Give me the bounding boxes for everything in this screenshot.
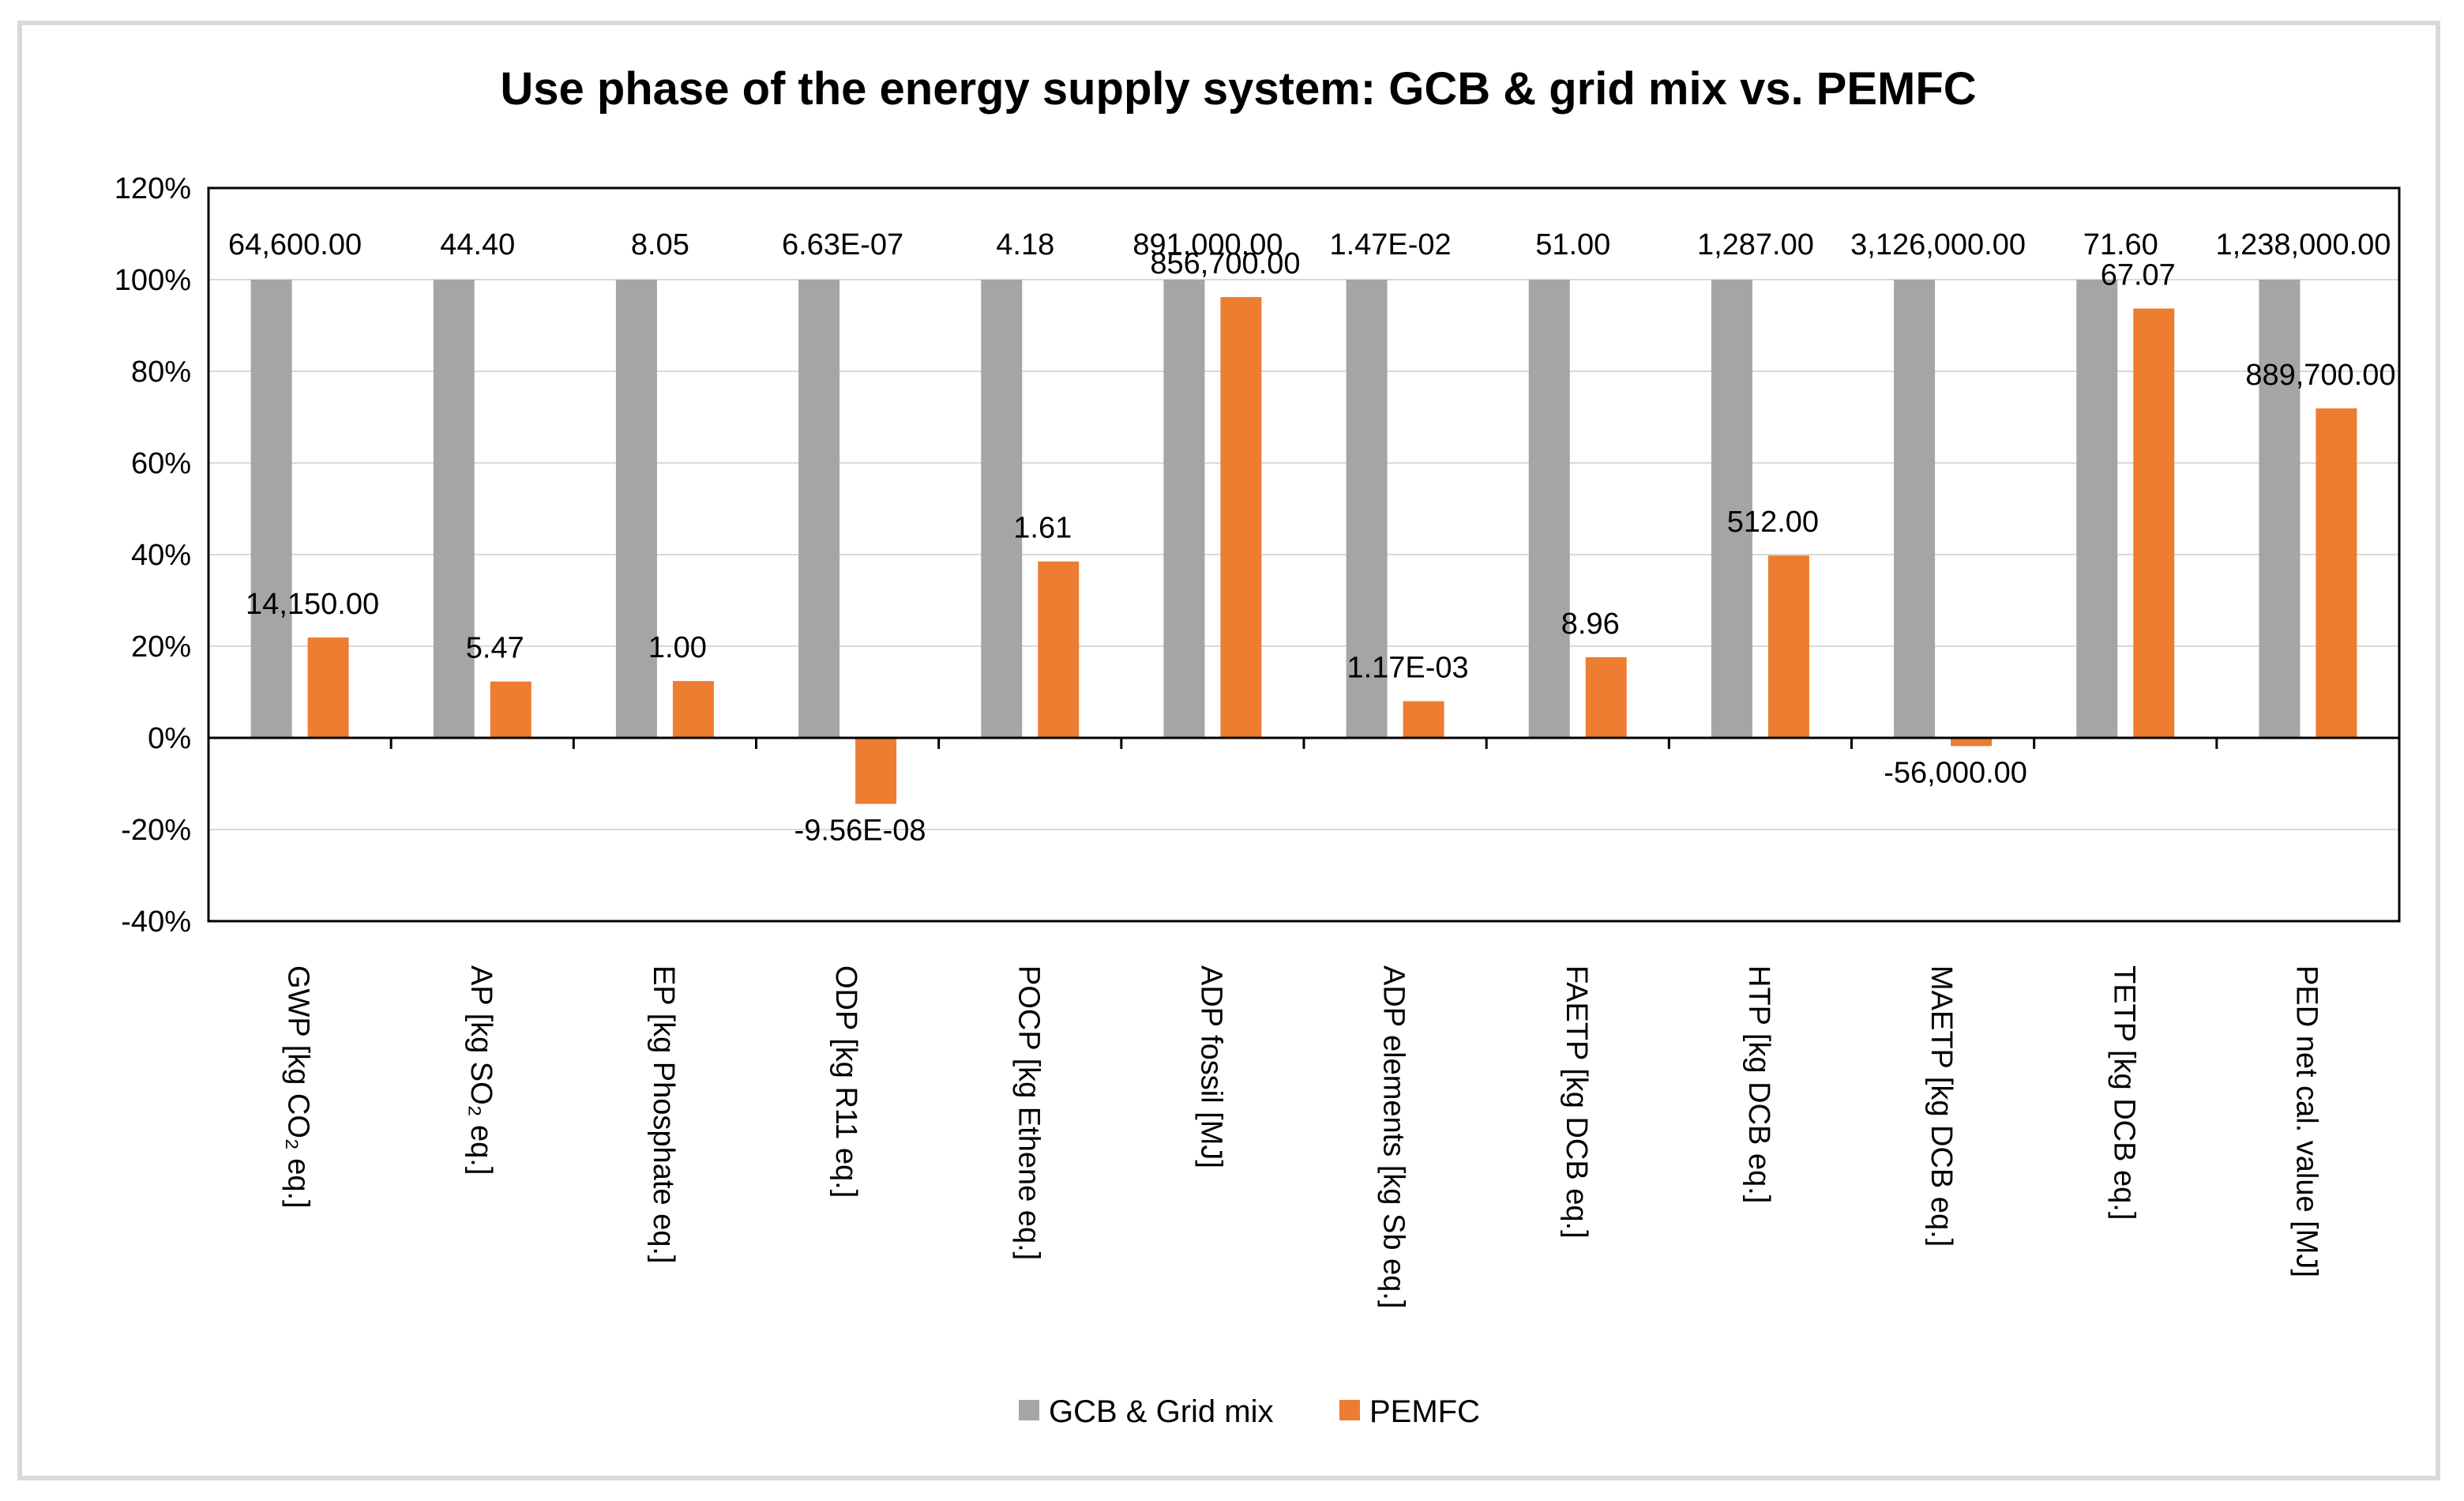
chart-svg: Use phase of the energy supply system: G…: [115, 63, 2401, 1429]
category-label: EP [kg Phosphate eq.]: [647, 965, 680, 1263]
data-label-pemfc: 1.61: [1013, 512, 1072, 545]
data-label-pemfc: 1.00: [648, 631, 707, 664]
data-label-pemfc: 14,150.00: [246, 588, 379, 621]
category-label: POCP [kg Ethene eq.]: [1012, 965, 1045, 1260]
bar-gcb-grid-mix: [1528, 280, 1570, 738]
data-label-gcb: 64,600.00: [228, 228, 362, 261]
data-label-gcb: 71.60: [2083, 228, 2158, 261]
bar-pemfc: [1767, 555, 1809, 738]
bar-pemfc: [307, 637, 349, 738]
legend: GCB & Grid mix PEMFC: [1019, 1394, 1480, 1429]
legend-swatch-pemfc: [1339, 1400, 1360, 1420]
bar-gcb-grid-mix: [250, 280, 292, 738]
data-label-gcb: 891,000.00: [1132, 228, 1283, 261]
data-label-gcb: 1.47E-02: [1329, 228, 1451, 261]
bar-pemfc: [1585, 656, 1627, 738]
bar-gcb-grid-mix: [615, 280, 657, 738]
data-label-pemfc: -56,000.00: [1884, 756, 2027, 789]
y-tick-label: -20%: [121, 814, 191, 847]
bar-gcb-grid-mix: [1346, 280, 1388, 738]
bar-gcb-grid-mix: [1163, 280, 1205, 738]
data-label-gcb: 44.40: [440, 228, 515, 261]
bar-pemfc: [2133, 308, 2175, 738]
y-tick-label: 40%: [131, 539, 191, 572]
bar-pemfc: [1038, 561, 1080, 738]
category-label: HTP [kg DCB eq.]: [1742, 965, 1775, 1203]
y-tick-label: 20%: [131, 630, 191, 664]
category-label: AP [kg SO₂ eq.]: [464, 965, 498, 1175]
bar-pemfc: [1220, 297, 1262, 738]
data-label-pemfc: 856,700.00: [1150, 247, 1300, 280]
category-label: TETP [kg DCB eq.]: [2107, 965, 2140, 1220]
data-label-pemfc: 5.47: [466, 632, 524, 665]
chart-title: Use phase of the energy supply system: G…: [500, 63, 1976, 115]
category-label: MAETP [kg DCB eq.]: [1925, 965, 1958, 1247]
y-tick-label: 100%: [115, 264, 191, 297]
data-label-pemfc: 889,700.00: [2245, 359, 2395, 392]
data-label-gcb: 6.63E-07: [782, 228, 903, 261]
legend-swatch-gcb-grid-mix: [1019, 1400, 1039, 1420]
gridlines: [208, 187, 2399, 922]
legend-label-pemfc: PEMFC: [1369, 1394, 1480, 1429]
data-label-pemfc: 1.17E-03: [1347, 652, 1468, 685]
y-tick-label: -40%: [121, 905, 191, 939]
bar-pemfc: [490, 681, 531, 738]
bar-gcb-grid-mix: [2076, 280, 2118, 738]
bar-gcb-grid-mix: [1711, 280, 1752, 738]
category-label: PED net cal. value [MJ]: [2289, 965, 2323, 1277]
data-label-gcb: 1,287.00: [1697, 228, 1814, 261]
y-tick-label: 120%: [115, 172, 191, 205]
category-label: ODP [kg R11 eq.]: [829, 965, 862, 1198]
axes: -40% -20% 0% 20% 40% 60% 80% 100% 120%: [115, 172, 2401, 939]
data-label-gcb: 3,126,000.00: [1850, 228, 2026, 261]
bar-gcb-grid-mix: [433, 280, 475, 738]
plot-border: [207, 186, 2401, 923]
category-label: ADP elements [kg Sb eq.]: [1377, 965, 1410, 1308]
bar-gcb-grid-mix: [981, 280, 1023, 738]
bars: [250, 280, 2357, 804]
y-tick-label: 0%: [148, 722, 191, 755]
data-label-gcb: 51.00: [1535, 228, 1610, 261]
bar-pemfc: [2316, 408, 2357, 738]
data-labels: 64,600.00 14,150.00 44.40 5.47 8.05 1.00 6.63E…: [228, 228, 2395, 1308]
data-label-pemfc: 67.07: [2101, 259, 2176, 292]
bar-gcb-grid-mix: [798, 280, 840, 738]
data-label-pemfc: -9.56E-08: [794, 814, 926, 848]
chart-frame: Use phase of the energy supply system: G…: [17, 21, 2440, 1480]
y-tick-label: 60%: [131, 447, 191, 480]
data-label-gcb: 1,238,000.00: [2215, 228, 2391, 261]
category-label: ADP fossil [MJ]: [1194, 965, 1227, 1168]
bar-pemfc: [1951, 738, 1993, 747]
bar-pemfc: [1403, 701, 1444, 738]
y-tick-label: 80%: [131, 356, 191, 389]
bar-gcb-grid-mix: [1894, 280, 1936, 738]
bar-pemfc: [855, 738, 897, 804]
category-label: GWP [kg CO₂ eq.]: [282, 965, 315, 1209]
legend-label-gcb-grid-mix: GCB & Grid mix: [1049, 1394, 1273, 1429]
bar-gcb-grid-mix: [2259, 280, 2301, 738]
data-label-gcb: 8.05: [631, 228, 689, 261]
data-label-gcb: 4.18: [996, 228, 1054, 261]
bar-pemfc: [672, 681, 714, 738]
category-label: FAETP [kg DCB eq.]: [1560, 965, 1593, 1239]
data-label-pemfc: 8.96: [1561, 608, 1620, 641]
data-label-pemfc: 512.00: [1727, 506, 1819, 539]
